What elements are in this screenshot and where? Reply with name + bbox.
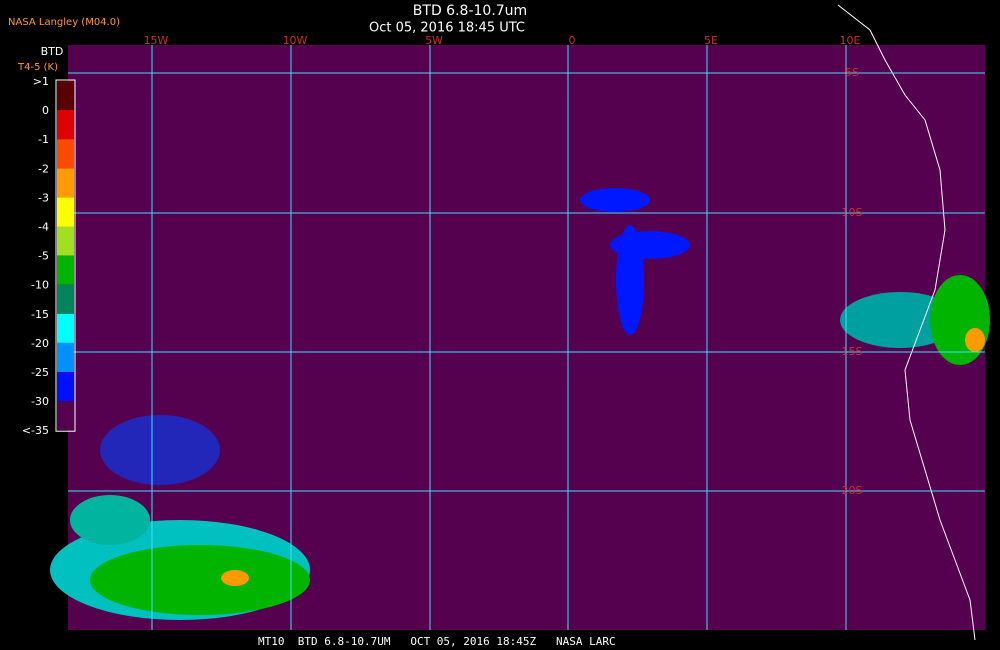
lon-label: 15W xyxy=(144,34,169,47)
colorbar-swatch xyxy=(57,284,74,314)
clouds xyxy=(50,188,990,620)
colorbar-label: -15 xyxy=(31,308,49,321)
colorbar-title: BTD xyxy=(41,45,64,58)
colorbar-swatch xyxy=(57,372,74,402)
colorbar-swatch xyxy=(57,313,74,343)
colorbar-frame xyxy=(55,79,76,432)
source: NASA Langley (M04.0) xyxy=(8,17,120,28)
colorbar-label: -5 xyxy=(38,250,49,263)
lat-label: 20S xyxy=(842,484,863,497)
colorbar-label: <-35 xyxy=(22,424,49,437)
colorbar-swatch xyxy=(57,139,74,169)
colorbar-unit: T4-5 (K) xyxy=(17,62,58,73)
lon-label: 5W xyxy=(425,34,443,47)
coastline xyxy=(837,4,976,641)
colorbar-swatch xyxy=(57,81,74,111)
lon-label: 10W xyxy=(283,34,308,47)
colorbar-swatch xyxy=(57,342,74,372)
colorbar-label: -30 xyxy=(31,395,49,408)
title: BTD 6.8-10.7um xyxy=(413,3,527,19)
lon-label: 0 xyxy=(569,34,576,47)
lat-label: 5S xyxy=(845,66,859,79)
colorbar-swatch xyxy=(57,255,74,285)
colorbar-label: >1 xyxy=(33,75,49,88)
colorbar-label: -10 xyxy=(31,279,49,292)
lat-label: 10S xyxy=(842,206,863,219)
colorbar-swatch xyxy=(57,197,74,227)
lat-label: 15S xyxy=(842,345,863,358)
footer: MT10 BTD 6.8-10.7UM OCT 05, 2016 18:45Z … xyxy=(258,635,616,648)
colorbar-label: -20 xyxy=(31,337,49,350)
colorbar-label: -4 xyxy=(38,221,49,234)
colorbar-swatch xyxy=(57,226,74,256)
colorbar-swatch xyxy=(57,401,74,431)
colorbar-label: -3 xyxy=(38,191,49,204)
subtitle: Oct 05, 2016 18:45 UTC xyxy=(369,21,525,36)
colorbar-label: 0 xyxy=(42,104,49,117)
lon-label: 10E xyxy=(840,34,861,47)
graticule xyxy=(68,45,985,630)
colorbar-label: -25 xyxy=(31,366,49,379)
colorbar-label: -2 xyxy=(38,162,49,175)
colorbar-swatch xyxy=(57,110,74,140)
colorbar-label: -1 xyxy=(38,133,49,146)
lon-label: 5E xyxy=(704,34,718,47)
colorbar-swatch xyxy=(57,168,74,198)
